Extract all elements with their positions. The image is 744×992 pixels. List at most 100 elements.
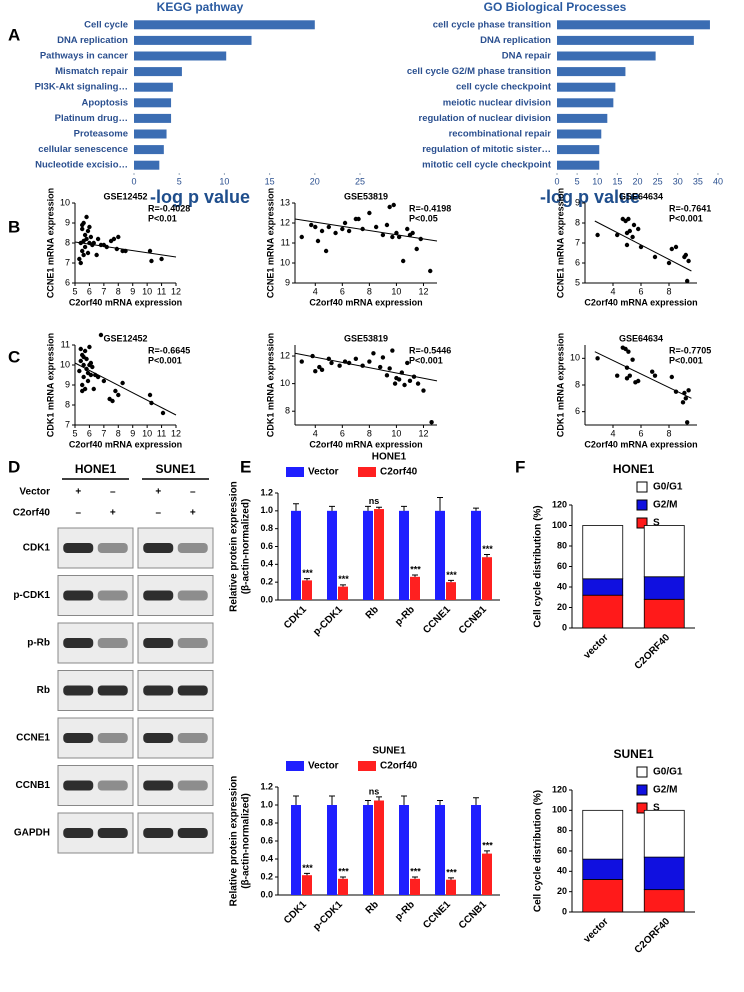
point (329, 360, 334, 366)
y-axis-label: Cell cycle distribution (%) (533, 790, 544, 912)
x-tick-label: vector (582, 916, 611, 945)
bar (482, 557, 492, 600)
error-bar (376, 796, 382, 801)
x-tick-label: 25 (355, 176, 365, 186)
bar-segment (643, 598, 685, 629)
point (88, 360, 94, 366)
category-label: meiotic nuclear division (443, 97, 551, 108)
band (97, 685, 128, 696)
point (317, 364, 322, 370)
point (415, 381, 421, 386)
chart-title: GSE12452 (103, 191, 147, 201)
point (392, 381, 398, 386)
bar (557, 145, 600, 155)
band (177, 828, 208, 838)
error-bar (484, 850, 490, 854)
error-bar (340, 876, 346, 879)
x-tick-label: 4 (313, 428, 318, 438)
y-tick-label: 0.2 (260, 871, 273, 881)
point (410, 230, 415, 236)
x-tick-label: 40 (713, 176, 723, 186)
point (624, 376, 630, 381)
x-tick-label: p-Rb (393, 899, 417, 923)
band (143, 685, 174, 696)
x-axis-label: C2orf40 mRNA expression (584, 439, 697, 449)
point (421, 388, 426, 393)
y-tick-label: 10 (280, 257, 290, 267)
point (405, 360, 410, 366)
point (82, 232, 88, 238)
y-axis-label: Relative protein expression (229, 776, 240, 907)
significance: *** (446, 570, 457, 580)
bar (446, 879, 456, 895)
point (80, 226, 85, 232)
x-tick-label: 7 (101, 428, 106, 438)
y-tick-label: 7 (575, 237, 580, 247)
annotation: R=-0.4028 (148, 203, 190, 213)
point (94, 252, 99, 258)
legend-label: C2orf40 (380, 467, 418, 478)
y-tick-label: 5 (575, 277, 580, 287)
point (111, 236, 117, 242)
annotation: R=-0.5446 (409, 345, 451, 355)
x-tick-label: 10 (391, 428, 401, 438)
legend-swatch (358, 761, 376, 771)
error-bar (412, 876, 418, 879)
error-bar (412, 574, 418, 577)
band (97, 590, 128, 601)
error-bar (340, 584, 346, 587)
y-tick-label: 100 (552, 805, 567, 815)
point (80, 248, 85, 254)
error-bar (329, 795, 335, 805)
error-bar (448, 579, 454, 583)
y-axis-label: CCNE1 mRNA expression (555, 188, 565, 298)
y-tick-label: 10 (280, 378, 290, 388)
category-label: mitotic cell cycle checkpoint (422, 160, 552, 171)
bar (410, 878, 420, 895)
x-axis-label: C2orf40 mRNA expression (584, 297, 697, 307)
x-tick-label: 4 (610, 286, 615, 296)
bar (291, 510, 301, 600)
point (669, 246, 674, 252)
annotation: P<0.001 (669, 355, 703, 365)
point (84, 214, 89, 220)
band (63, 733, 94, 743)
point (114, 246, 120, 252)
point (91, 386, 96, 392)
bar (291, 805, 301, 895)
bar (134, 51, 227, 61)
bar (374, 509, 384, 600)
y-tick-label: 120 (552, 784, 567, 794)
point (669, 374, 674, 380)
x-tick-label: 15 (612, 176, 622, 186)
chart-title: SUNE1 (613, 747, 653, 761)
x-axis-label: C2orf40 mRNA expression (309, 297, 422, 307)
bar (557, 35, 694, 45)
legend-label: S (653, 803, 660, 814)
legend-label: Vector (308, 467, 339, 478)
x-tick-label: 10 (219, 176, 229, 186)
chart-title: SUNE1 (372, 746, 406, 757)
point (680, 400, 686, 405)
bar (471, 510, 481, 600)
point (85, 370, 91, 376)
point (82, 348, 88, 354)
panel-label: C (8, 347, 20, 366)
x-tick-label: 8 (666, 428, 671, 438)
point (78, 346, 83, 352)
point (627, 373, 632, 378)
x-tick-label: 25 (653, 176, 663, 186)
point (85, 378, 91, 384)
category-label: regulation of mitotic sister… (422, 144, 551, 155)
bar (446, 582, 456, 600)
category-label: regulation of nuclear division (419, 113, 552, 124)
legend-label: S (653, 518, 660, 529)
y-tick-label: 7 (65, 257, 70, 267)
error-bar (484, 554, 490, 558)
y-axis-label: (β-actin-normalized) (241, 499, 252, 595)
x-tick-label: C2ORF40 (633, 632, 673, 672)
bar (471, 805, 481, 895)
condition-mark: – (75, 508, 81, 519)
y-tick-label: 12 (280, 217, 290, 227)
y-tick-label: 10 (60, 359, 70, 369)
